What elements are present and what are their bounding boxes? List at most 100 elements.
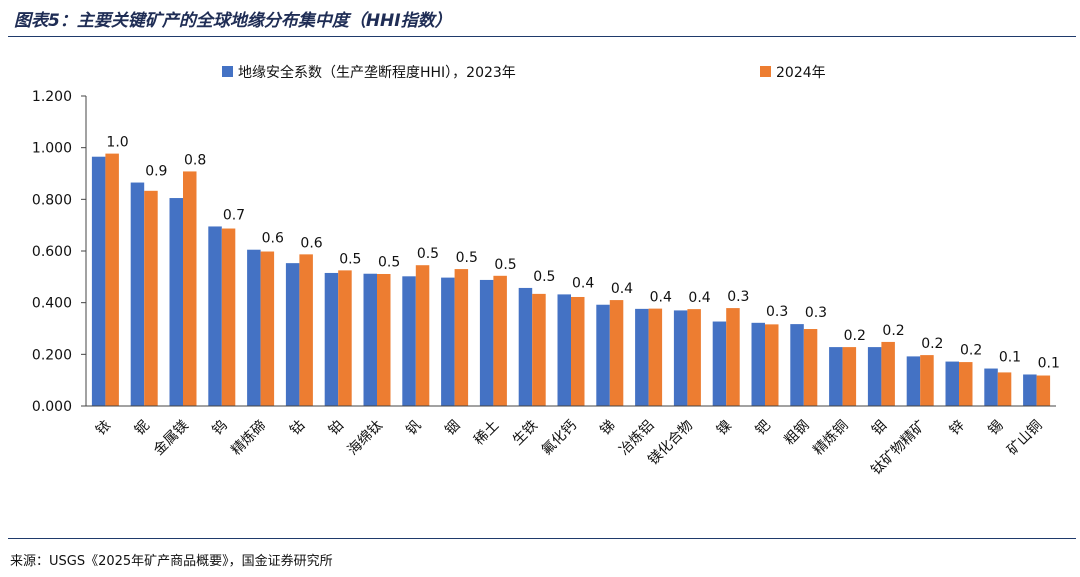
bar-2024 (183, 171, 197, 406)
x-category-label: 钨 (209, 418, 230, 439)
bar-2024 (842, 347, 857, 406)
bar-2023 (247, 249, 261, 406)
y-tick-label: 1.000 (32, 141, 72, 157)
y-tick-label: 1.200 (32, 89, 72, 105)
x-category-label: 铂 (326, 418, 347, 439)
bar-2024 (260, 251, 275, 406)
legend: 地缘安全系数（生产垄断程度HHI），2023年 2024年 (222, 64, 826, 81)
bar-2024 (144, 190, 158, 406)
bar-2023 (208, 226, 222, 406)
y-tick-label: 0.400 (32, 296, 72, 312)
x-axis: 铱铌金属镁 钨精炼碲钴铂海绵钛钒铟稀土 生铁氟化钙 锑冶炼铝镁化合物镍钯粗钢精炼铜 钼钛… (86, 405, 1056, 478)
data-label: 0.2 (844, 328, 866, 344)
y-tick-label: 0.200 (32, 347, 72, 363)
bars (91, 153, 1051, 406)
bar-2023 (91, 156, 106, 406)
data-label: 0.7 (223, 207, 245, 223)
bar-2023 (596, 304, 610, 406)
data-label: 0.9 (145, 164, 167, 180)
data-label: 0.3 (766, 304, 788, 320)
bar-2024 (648, 308, 663, 406)
x-category-label: 钼 (869, 418, 890, 439)
bar-2023 (635, 308, 649, 406)
bar-2023 (402, 276, 416, 406)
data-label: 0.4 (611, 281, 633, 297)
data-label: 0.5 (378, 255, 400, 271)
bar-2024 (338, 270, 352, 406)
bar-2024 (571, 296, 585, 406)
bar-2023 (984, 368, 998, 406)
bar-2024 (765, 324, 779, 406)
bar-2023 (673, 310, 688, 406)
bar-2024 (415, 265, 430, 406)
bar-2023 (906, 356, 921, 406)
bar-2023 (479, 279, 494, 406)
bar-2024 (1036, 375, 1051, 406)
data-label: 0.2 (921, 336, 943, 352)
data-label: 0.4 (572, 275, 594, 291)
top-rule (8, 36, 1076, 37)
data-label: 0.5 (417, 246, 439, 262)
bar-2024 (377, 273, 391, 406)
data-labels: 1.0 0.9 0.8 0.7 0.6 0.6 0.5 0.5 0.5 0.5 0.5 0.5 0.4 0… (106, 135, 1059, 372)
bar-2024 (881, 341, 895, 406)
x-category-label: 铌 (132, 418, 153, 439)
data-label: 0.5 (494, 257, 516, 273)
bar-2023 (169, 198, 183, 406)
bar-2023 (441, 277, 455, 406)
bar-2024 (997, 372, 1012, 406)
legend-label-2024: 2024年 (776, 65, 826, 81)
x-category-label: 稀土 (471, 418, 502, 449)
y-tick-label: 0.000 (32, 399, 72, 415)
data-label: 0.2 (960, 343, 982, 359)
bar-2024 (454, 269, 469, 406)
x-category-label: 锑 (597, 418, 618, 439)
x-category-label: 精炼碲 (228, 417, 270, 459)
bar-2023 (557, 294, 571, 406)
y-tick-label: 0.800 (32, 192, 72, 208)
x-category-label: 钯 (753, 418, 774, 439)
x-category-label: 锌 (947, 418, 968, 439)
data-label: 0.5 (339, 251, 361, 267)
data-label: 0.8 (184, 152, 206, 168)
bar-2024 (105, 153, 119, 406)
data-label: 0.4 (688, 290, 710, 306)
bar-2024 (803, 329, 818, 406)
x-category-label: 氟化钙 (539, 418, 580, 459)
data-label: 0.5 (456, 250, 478, 266)
bar-2024 (920, 355, 934, 406)
legend-swatch-2024 (760, 66, 771, 77)
bar-2024 (493, 275, 507, 406)
data-label: 0.3 (805, 305, 827, 321)
x-category-label: 矿山铜 (1004, 418, 1045, 459)
data-label: 0.6 (262, 231, 284, 247)
bar-2023 (945, 361, 959, 406)
bar-2023 (285, 263, 300, 406)
bar-chart: 地缘安全系数（生产垄断程度HHI），2023年 2024年 0.0000.2000… (32, 64, 1060, 478)
bottom-rule (8, 538, 1076, 539)
bar-2023 (130, 182, 145, 406)
bar-2024 (221, 228, 236, 406)
bar-2023 (712, 321, 727, 406)
data-label: 0.3 (727, 289, 749, 305)
bar-2023 (518, 287, 533, 406)
source-note: 来源：USGS《2025年矿产商品概要》，国金证券研究所 (10, 554, 333, 569)
bar-2024 (959, 362, 973, 406)
x-category-label: 铟 (442, 418, 463, 439)
bar-2023 (363, 273, 377, 406)
y-axis: 0.000 0.200 0.400 0.600 0.800 1.000 1.200 (32, 89, 87, 415)
data-label: 0.1 (1038, 355, 1060, 371)
bar-2024 (726, 308, 740, 406)
bar-2023 (790, 324, 804, 406)
data-label: 0.4 (650, 290, 672, 306)
data-label: 0.6 (300, 235, 322, 251)
bar-2024 (687, 309, 701, 406)
x-category-label: 金属镁 (151, 418, 192, 459)
y-tick-label: 0.600 (32, 244, 72, 260)
data-label: 0.5 (533, 269, 555, 285)
x-category-label: 粗钢 (782, 418, 813, 449)
bar-2023 (324, 272, 339, 406)
x-category-label: 精炼铜 (810, 418, 851, 459)
data-label: 0.1 (999, 350, 1021, 366)
bar-2023 (867, 347, 882, 406)
